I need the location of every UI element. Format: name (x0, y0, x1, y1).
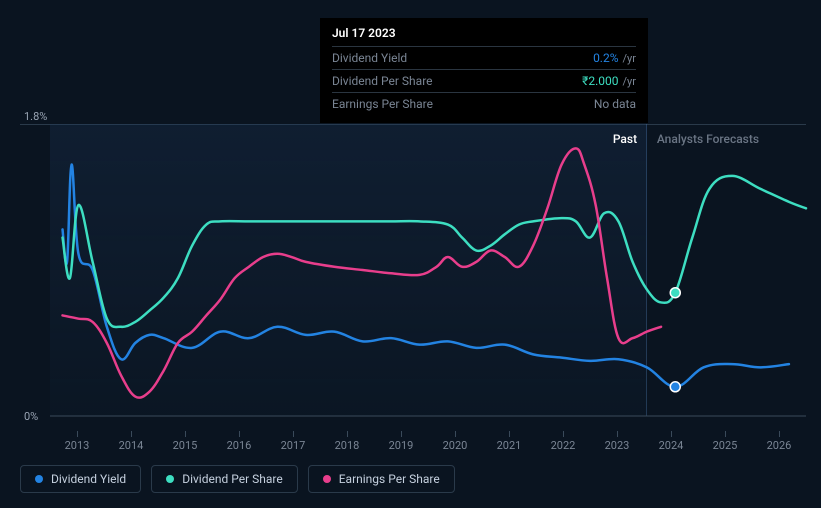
x-tick: 2013 (50, 439, 104, 452)
tooltip-row: Dividend Yield 0.2%/yr (332, 46, 636, 69)
x-tick: 2026 (752, 439, 806, 452)
x-tick: 2021 (482, 439, 536, 452)
tooltip-value: ₹2.000/yr (582, 74, 636, 88)
x-tick: 2016 (212, 439, 266, 452)
series-line (63, 148, 662, 397)
legend-item[interactable]: Dividend Per Share (151, 465, 298, 493)
tooltip-row: Earnings Per Share No data (332, 92, 636, 115)
y-axis-min: 0% (24, 410, 38, 423)
tooltip-label: Earnings Per Share (332, 97, 433, 111)
tooltip-row: Dividend Per Share ₹2.000/yr (332, 69, 636, 92)
x-tick: 2015 (158, 439, 212, 452)
legend-item[interactable]: Earnings Per Share (308, 465, 455, 493)
legend-dot (323, 475, 331, 483)
series-marker (670, 382, 680, 392)
chart-svg (50, 124, 806, 416)
x-tick: 2023 (590, 439, 644, 452)
x-tick: 2022 (536, 439, 590, 452)
x-tick: 2024 (644, 439, 698, 452)
y-axis-max: 1.8% (24, 110, 47, 123)
x-tick: 2025 (698, 439, 752, 452)
chart-tooltip: Jul 17 2023 Dividend Yield0.2%/yrDividen… (320, 18, 648, 123)
legend: Dividend Yield Dividend Per Share Earnings… (20, 465, 455, 493)
series-line (63, 176, 806, 327)
legend-label: Dividend Per Share (182, 472, 283, 486)
series-marker (670, 288, 680, 298)
x-axis: 2013201420152016201720182019202020212022… (50, 439, 806, 452)
legend-item[interactable]: Dividend Yield (20, 465, 141, 493)
x-tick: 2018 (320, 439, 374, 452)
x-tick: 2014 (104, 439, 158, 452)
legend-label: Dividend Yield (51, 472, 126, 486)
legend-dot (35, 475, 43, 483)
x-tick: 2020 (428, 439, 482, 452)
x-tick: 2019 (374, 439, 428, 452)
x-tick: 2017 (266, 439, 320, 452)
tooltip-value: No data (594, 97, 636, 111)
chart-plot[interactable]: Past Analysts Forecasts (50, 124, 806, 416)
tooltip-value: 0.2%/yr (593, 51, 636, 65)
tooltip-date: Jul 17 2023 (332, 26, 636, 46)
legend-label: Earnings Per Share (339, 472, 440, 486)
chart-area: 1.8% 0% Past Analysts Forecasts 20132014… (20, 110, 806, 430)
legend-dot (166, 475, 174, 483)
tooltip-label: Dividend Yield (332, 51, 407, 65)
tooltip-label: Dividend Per Share (332, 74, 433, 88)
